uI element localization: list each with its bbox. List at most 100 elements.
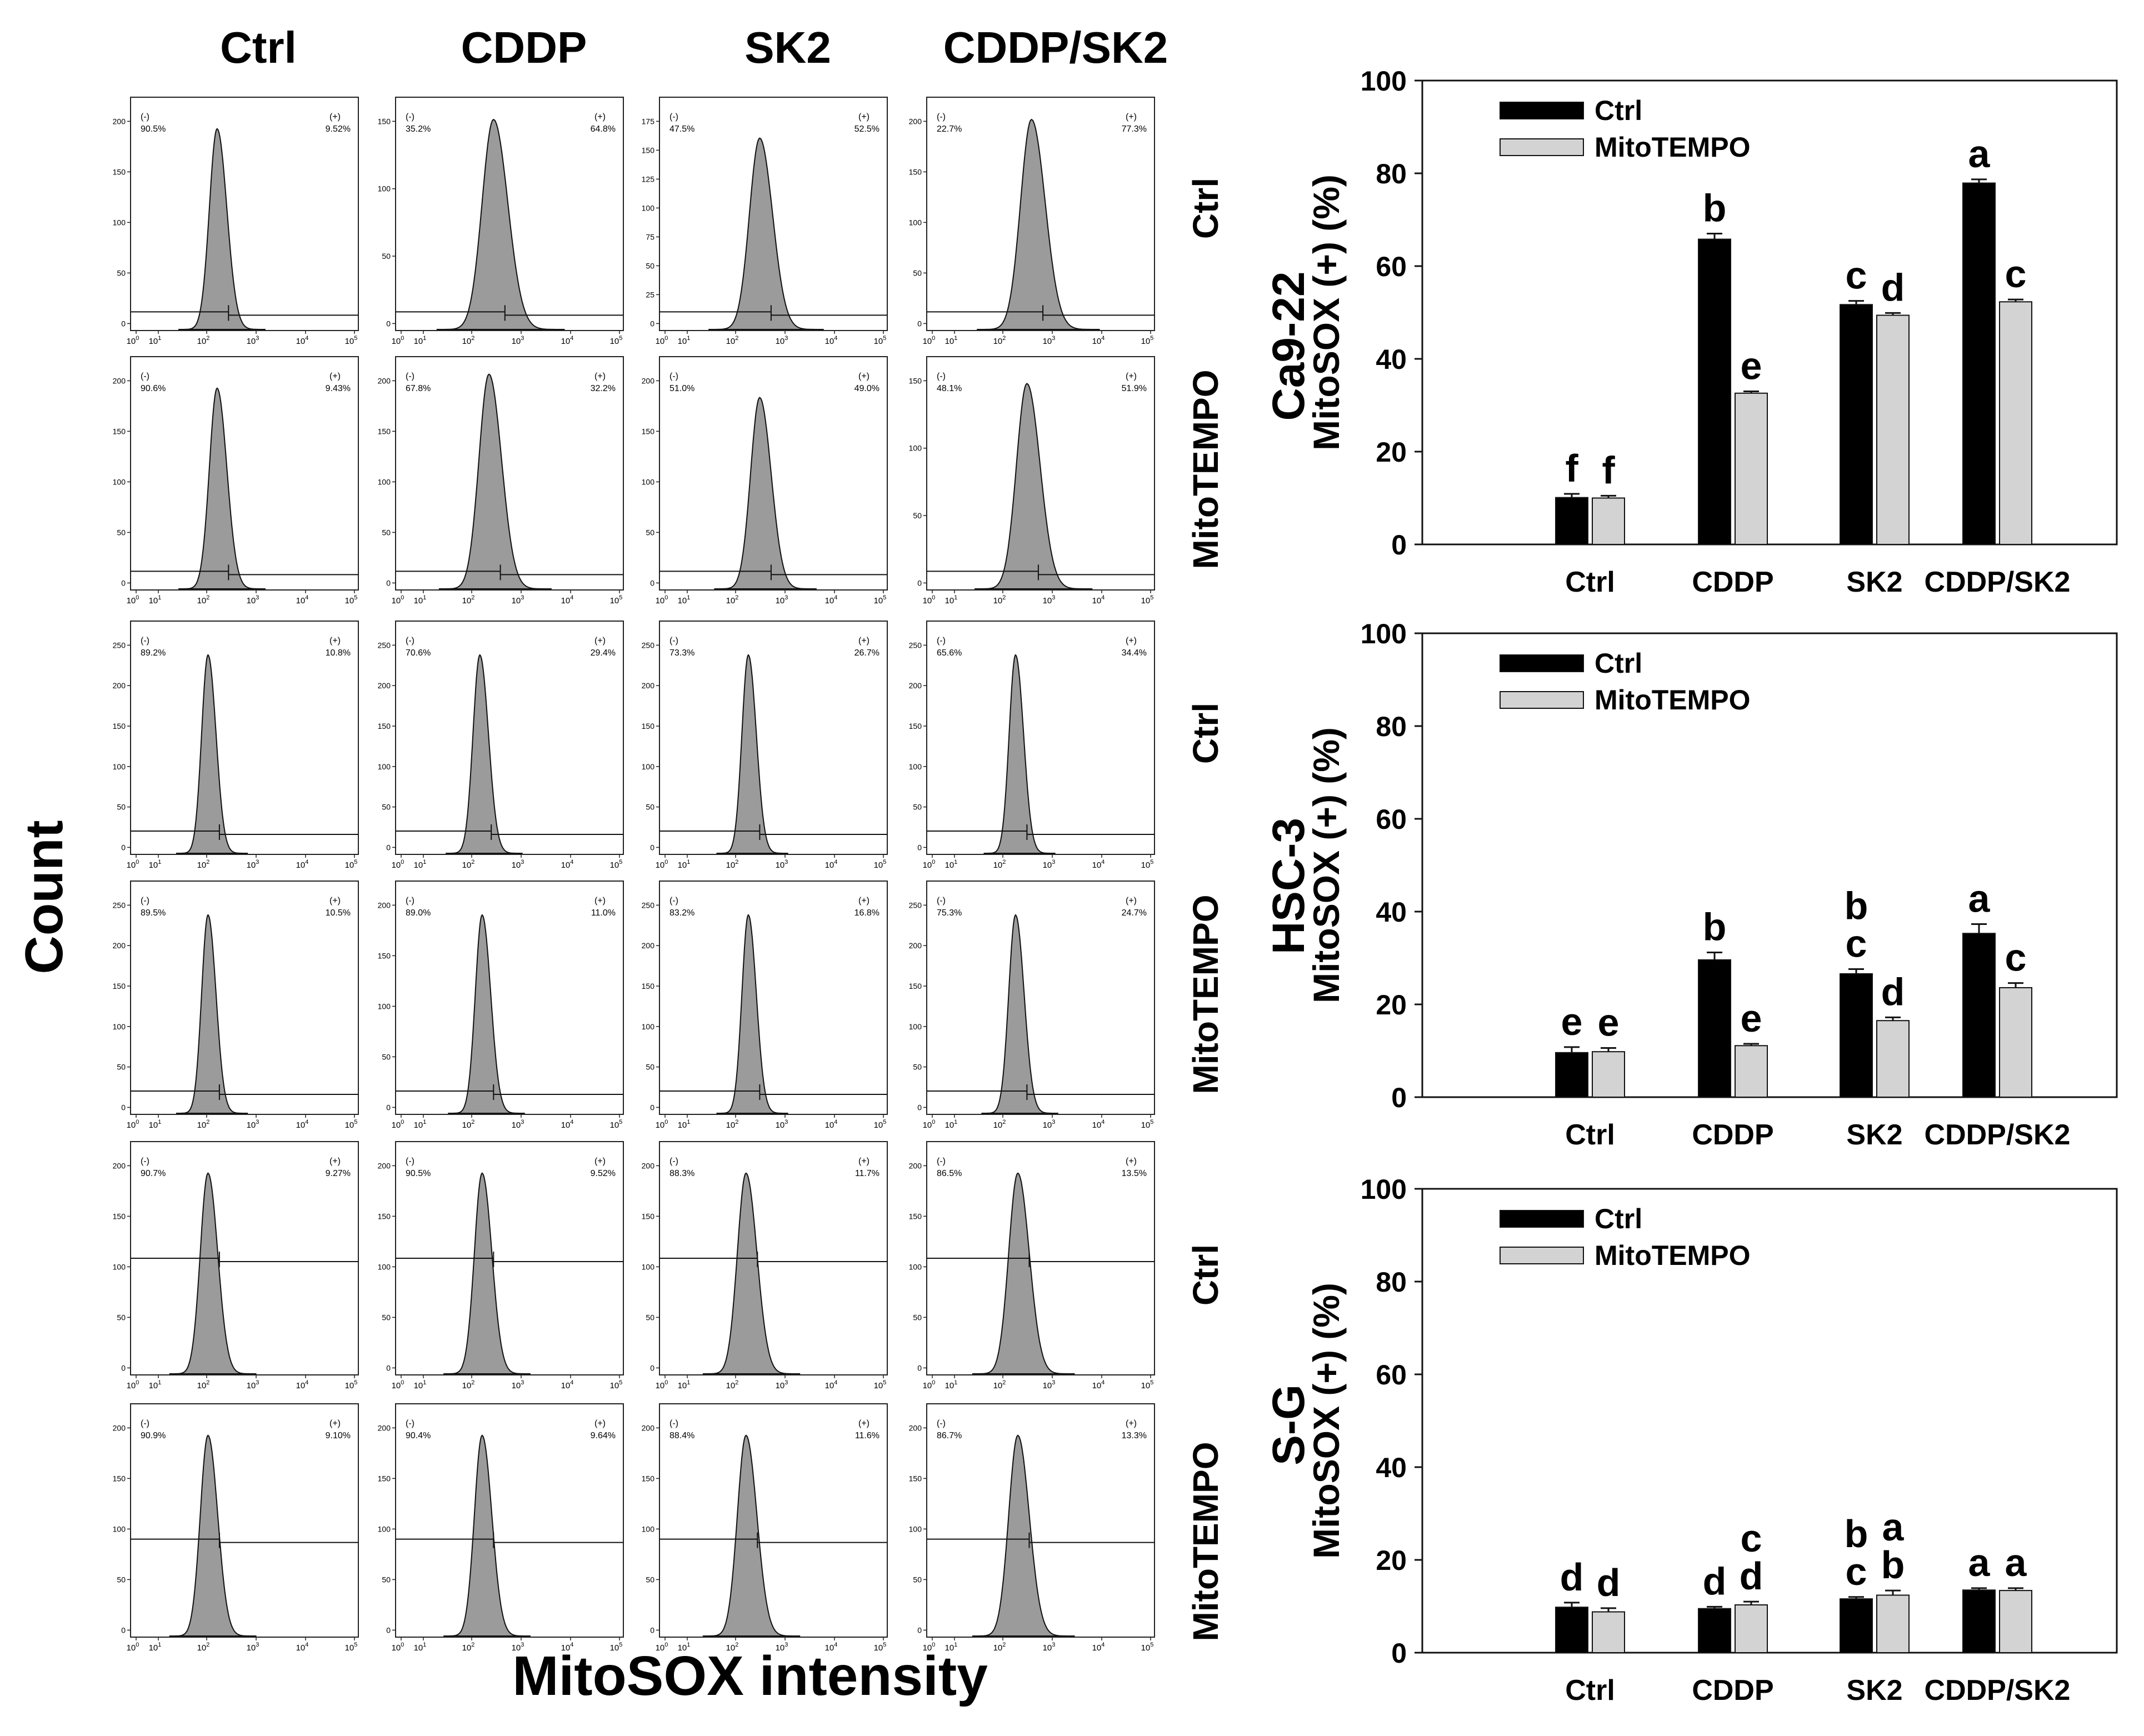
category-label: CDDP — [1692, 1119, 1773, 1151]
gate-neg-percent: 89.0% — [406, 908, 431, 918]
gate-neg-percent: 86.5% — [937, 1169, 962, 1178]
y-tick-label: 250 — [909, 641, 922, 649]
flow-panel-r6-c1: 0 50 100 150 200 100 101 102 103 104 105 (-) 90.9% (+… — [113, 1403, 359, 1653]
bar-ctrl — [1840, 1598, 1873, 1653]
x-tick-label: 102 — [197, 1642, 210, 1653]
gate-pos-symbol: (+) — [1126, 112, 1137, 122]
gate-neg-percent: 35.2% — [406, 124, 431, 134]
category-label: CDDP — [1692, 566, 1773, 598]
gate-neg-percent: 70.6% — [406, 648, 431, 658]
x-tick-label: 104 — [561, 1379, 574, 1390]
y-tick-label: 200 — [909, 1423, 922, 1432]
y-tick-label: 0 — [917, 578, 922, 587]
y-tick-label: 20 — [1376, 437, 1407, 468]
x-tick-label: 104 — [1092, 1379, 1105, 1390]
bar-ctrl — [1962, 182, 1996, 546]
flow-panel-r3-c2: 0 50 100 150 200 250 100 101 102 103 104 105 (-) 70.6… — [378, 621, 624, 870]
x-tick-label: 100 — [392, 859, 404, 870]
gate-neg-percent: 90.4% — [406, 1431, 431, 1440]
x-tick-label: 105 — [1141, 1642, 1154, 1653]
y-tick-label: 100 — [909, 218, 922, 227]
gate-pos-percent: 9.43% — [326, 384, 351, 393]
y-tick-label: 200 — [909, 941, 922, 950]
x-tick-label: 102 — [726, 594, 739, 606]
significance-letter: f — [1565, 447, 1578, 490]
y-tick-label: 100 — [378, 184, 391, 193]
gate-pos-percent: 13.5% — [1122, 1169, 1147, 1178]
histogram-peak — [714, 397, 817, 589]
panel-frame — [926, 880, 1155, 1115]
panel-frame — [659, 1403, 888, 1638]
x-tick-label: 102 — [462, 594, 475, 606]
x-tick-label: 103 — [776, 859, 788, 870]
x-tick-label: 105 — [610, 335, 623, 346]
bar-chart-hsc-3: 0 20 40 60 80 100 MitoSOX (+) (%) Ctrl CDDP SK2 CD… — [1306, 618, 2118, 1151]
flow-panel-r2-c2: 0 50 100 150 200 100 101 102 103 104 105 (-) 67.8% (+… — [378, 356, 624, 606]
gate-pos-symbol: (+) — [594, 1157, 606, 1166]
histogram-peak — [974, 383, 1093, 589]
y-tick-label: 80 — [1376, 1267, 1407, 1298]
gate-pos-percent: 11.6% — [855, 1431, 879, 1440]
y-tick-label: 150 — [113, 982, 126, 990]
bar-ctrl — [1555, 497, 1588, 545]
significance-letter: c — [1846, 922, 1867, 965]
x-tick-label: 103 — [776, 594, 788, 606]
significance-letter: a — [1968, 1541, 1991, 1584]
x-tick-label: 100 — [923, 1379, 936, 1390]
significance-letter: c — [2005, 936, 2027, 979]
gate-pos-symbol: (+) — [329, 112, 341, 122]
y-tick-label: 0 — [1391, 529, 1407, 561]
x-tick-label: 105 — [874, 594, 887, 606]
y-tick-label: 50 — [646, 803, 654, 812]
x-tick-label: 105 — [1141, 859, 1154, 870]
gate-pos-percent: 10.8% — [326, 648, 351, 658]
gate-pos-symbol: (+) — [858, 112, 869, 122]
y-tick-label: 175 — [642, 117, 655, 126]
x-tick-label: 103 — [247, 1642, 259, 1653]
bar-mitotempo — [1592, 1051, 1625, 1098]
panel-frame — [130, 356, 359, 591]
histogram-peak — [178, 387, 266, 589]
y-tick-label: 0 — [1391, 1082, 1407, 1113]
x-tick-label: 105 — [610, 1379, 623, 1390]
gate-neg-symbol: (-) — [141, 1157, 149, 1166]
panel-frame — [130, 880, 359, 1115]
y-tick-label: 100 — [642, 1524, 655, 1533]
gate-neg-symbol: (-) — [937, 112, 946, 122]
panel-frame — [926, 1403, 1155, 1638]
y-tick-label: 50 — [117, 1575, 126, 1584]
y-tick-label: 100 — [113, 1262, 126, 1271]
x-tick-label: 102 — [993, 594, 1006, 606]
y-tick-label: 200 — [113, 941, 126, 950]
gate-pos-percent: 9.52% — [326, 124, 351, 134]
histogram-peak — [716, 914, 788, 1114]
category-label: CDDP/SK2 — [1925, 566, 2071, 598]
histogram-peak — [448, 914, 525, 1114]
y-tick-label: 20 — [1376, 989, 1407, 1020]
gate-pos-percent: 9.64% — [591, 1431, 616, 1440]
y-tick-label: 100 — [378, 477, 391, 486]
x-tick-label: 105 — [345, 335, 358, 346]
gate-neg-percent: 65.6% — [937, 648, 962, 658]
gate-neg-percent: 48.1% — [937, 384, 962, 393]
category-label: SK2 — [1846, 1119, 1902, 1151]
x-tick-label: 104 — [561, 594, 574, 606]
gate-pos-percent: 16.8% — [854, 908, 879, 918]
x-tick-label: 100 — [392, 1379, 404, 1390]
y-tick-label: 250 — [113, 900, 126, 909]
x-tick-label: 105 — [345, 859, 358, 870]
y-tick-label: 0 — [917, 1363, 922, 1372]
gate-neg-symbol: (-) — [669, 1419, 678, 1428]
x-tick-label: 101 — [678, 335, 691, 346]
y-tick-label: 0 — [386, 1625, 391, 1634]
gate-neg-symbol: (-) — [406, 1157, 414, 1166]
x-tick-label: 104 — [561, 859, 574, 870]
y-tick-label: 150 — [642, 1212, 655, 1220]
y-tick-label: 50 — [382, 252, 391, 261]
x-tick-label: 103 — [776, 335, 788, 346]
x-tick-label: 105 — [874, 1379, 887, 1390]
x-tick-label: 102 — [993, 1379, 1006, 1390]
y-axis-label: MitoSOX (+) (%) — [1306, 1283, 1347, 1559]
